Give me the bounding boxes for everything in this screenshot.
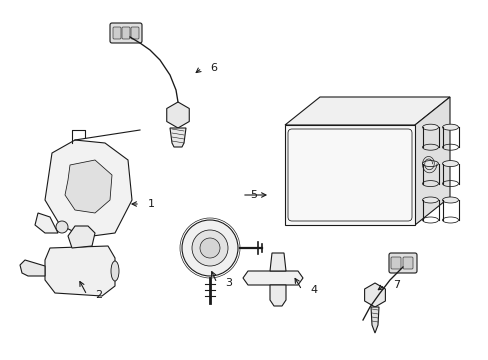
FancyBboxPatch shape (390, 257, 400, 269)
Text: 5: 5 (249, 190, 257, 200)
FancyBboxPatch shape (402, 257, 412, 269)
Text: 1: 1 (148, 199, 155, 209)
Circle shape (192, 230, 227, 266)
Polygon shape (166, 102, 189, 128)
Ellipse shape (442, 124, 458, 130)
Bar (285, 125, 414, 225)
Text: 6: 6 (209, 63, 217, 73)
Ellipse shape (442, 197, 458, 203)
Polygon shape (243, 271, 303, 285)
Text: 2: 2 (95, 290, 102, 300)
Polygon shape (269, 285, 285, 306)
Ellipse shape (422, 161, 438, 167)
Circle shape (182, 220, 238, 276)
Circle shape (56, 221, 68, 233)
FancyBboxPatch shape (110, 23, 142, 43)
Polygon shape (45, 140, 132, 237)
Circle shape (200, 238, 220, 258)
Ellipse shape (442, 161, 458, 167)
Polygon shape (68, 226, 95, 248)
Polygon shape (364, 283, 385, 307)
Text: 3: 3 (224, 278, 231, 288)
Text: 4: 4 (309, 285, 317, 295)
Ellipse shape (111, 261, 119, 281)
Ellipse shape (422, 124, 438, 130)
Polygon shape (45, 246, 115, 296)
Polygon shape (35, 213, 58, 233)
Polygon shape (285, 97, 449, 125)
FancyBboxPatch shape (122, 27, 130, 39)
Polygon shape (370, 307, 378, 333)
Polygon shape (65, 160, 112, 213)
FancyBboxPatch shape (131, 27, 139, 39)
Polygon shape (20, 260, 45, 276)
FancyBboxPatch shape (113, 27, 121, 39)
Polygon shape (414, 97, 449, 225)
FancyBboxPatch shape (388, 253, 416, 273)
Text: 7: 7 (392, 280, 399, 290)
Ellipse shape (422, 197, 438, 203)
Polygon shape (269, 253, 285, 271)
Polygon shape (170, 128, 185, 147)
